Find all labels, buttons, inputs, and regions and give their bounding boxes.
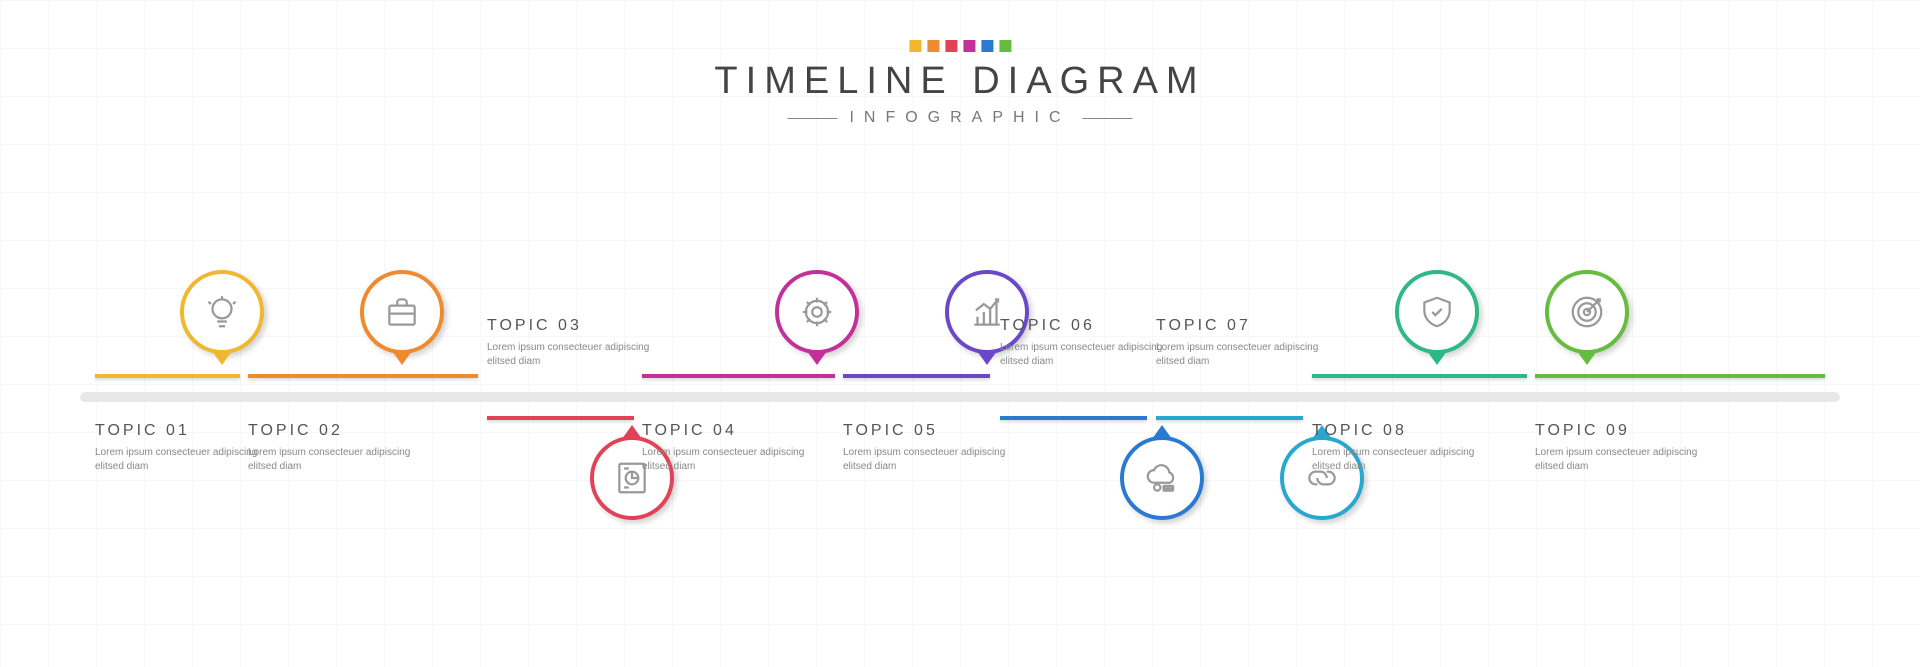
- node-desc: Lorem ipsum consecteuer adipiscing elits…: [843, 446, 1023, 474]
- node-text: TOPIC 08 Lorem ipsum consecteuer adipisci…: [1312, 422, 1492, 474]
- node-title: TOPIC 03: [487, 317, 667, 335]
- node-circle-wrap: [1395, 270, 1479, 354]
- node-pointer: [212, 351, 232, 365]
- node-title: TOPIC 09: [1535, 422, 1715, 440]
- target-icon: [1568, 293, 1606, 331]
- timeline-segment: [1000, 416, 1147, 420]
- node-circle: [1120, 436, 1204, 520]
- node-circle: [360, 270, 444, 354]
- node-desc: Lorem ipsum consecteuer adipiscing elits…: [642, 446, 822, 474]
- node-pointer: [1577, 351, 1597, 365]
- node-title: TOPIC 05: [843, 422, 1023, 440]
- lightbulb-icon: [203, 293, 241, 331]
- timeline-node: [1082, 436, 1242, 520]
- node-desc: Lorem ipsum consecteuer adipiscing elits…: [487, 341, 667, 369]
- node-title: TOPIC 02: [248, 422, 428, 440]
- timeline-segment: [1535, 374, 1825, 378]
- node-circle-wrap: [775, 270, 859, 354]
- node-circle-wrap: [1120, 436, 1204, 520]
- node-pointer: [1152, 425, 1172, 439]
- node-text: TOPIC 02 Lorem ipsum consecteuer adipisci…: [248, 422, 428, 474]
- timeline-node: [737, 270, 897, 354]
- cloud-icon: [1143, 459, 1181, 497]
- node-circle-wrap: [360, 270, 444, 354]
- timeline-items: TOPIC 01Lorem ipsum consecteuer adipisci…: [0, 0, 1920, 667]
- node-circle: [180, 270, 264, 354]
- timeline-segment: [843, 374, 990, 378]
- timeline-node: [1357, 270, 1517, 354]
- node-desc: Lorem ipsum consecteuer adipiscing elits…: [1000, 341, 1180, 369]
- timeline-segment: [95, 374, 240, 378]
- shield-icon: [1418, 293, 1456, 331]
- gear-icon: [798, 293, 836, 331]
- timeline-node: [322, 270, 482, 354]
- node-pointer: [1427, 351, 1447, 365]
- node-circle: [775, 270, 859, 354]
- node-circle-wrap: [180, 270, 264, 354]
- node-desc: Lorem ipsum consecteuer adipiscing elits…: [1535, 446, 1715, 474]
- node-title: TOPIC 06: [1000, 317, 1180, 335]
- timeline-node: [142, 270, 302, 354]
- timeline-segment: [1156, 416, 1303, 420]
- node-text: TOPIC 07 Lorem ipsum consecteuer adipisci…: [1156, 317, 1336, 369]
- node-circle-wrap: [1545, 270, 1629, 354]
- briefcase-icon: [383, 293, 421, 331]
- node-title: TOPIC 08: [1312, 422, 1492, 440]
- node-circle: [1545, 270, 1629, 354]
- node-text: TOPIC 09 Lorem ipsum consecteuer adipisci…: [1535, 422, 1715, 474]
- timeline-segment: [642, 374, 835, 378]
- timeline-segment: [248, 374, 478, 378]
- timeline-segment: [1312, 374, 1527, 378]
- node-pointer: [622, 425, 642, 439]
- timeline-segment: [487, 416, 634, 420]
- node-pointer: [977, 351, 997, 365]
- node-text: TOPIC 04 Lorem ipsum consecteuer adipisci…: [642, 422, 822, 474]
- node-text: TOPIC 05 Lorem ipsum consecteuer adipisci…: [843, 422, 1023, 474]
- node-pointer: [392, 351, 412, 365]
- node-circle: [1395, 270, 1479, 354]
- node-desc: Lorem ipsum consecteuer adipiscing elits…: [248, 446, 428, 474]
- node-text: TOPIC 06 Lorem ipsum consecteuer adipisci…: [1000, 317, 1180, 369]
- node-pointer: [807, 351, 827, 365]
- node-desc: Lorem ipsum consecteuer adipiscing elits…: [1312, 446, 1492, 474]
- node-title: TOPIC 04: [642, 422, 822, 440]
- node-title: TOPIC 07: [1156, 317, 1336, 335]
- node-desc: Lorem ipsum consecteuer adipiscing elits…: [1156, 341, 1336, 369]
- node-text: TOPIC 03 Lorem ipsum consecteuer adipisci…: [487, 317, 667, 369]
- timeline-node: [1507, 270, 1667, 354]
